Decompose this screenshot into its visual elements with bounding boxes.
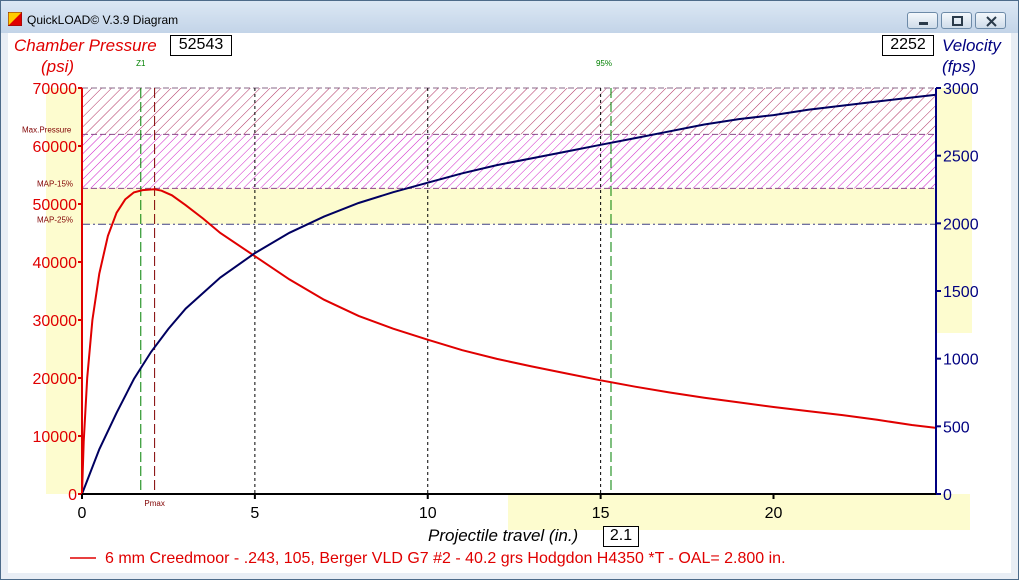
y-right-label: Velocity	[942, 36, 1001, 55]
y-left-unit: (psi)	[41, 57, 75, 76]
window-title: QuickLOAD© V.3.9 Diagram	[27, 13, 179, 27]
pressure-velocity-chart: 0100002000030000400005000060000700000500…	[22, 59, 979, 530]
velocity-curve	[81, 93, 937, 495]
y-right-tick-label: 0	[943, 487, 952, 504]
restore-icon	[952, 16, 963, 26]
map-zone	[82, 134, 936, 189]
close-icon	[986, 16, 997, 27]
map-15-label: MAP-15%	[37, 179, 73, 188]
x-tick-label: 5	[250, 505, 259, 522]
diagram-area: 0 10000 20000 30000 40000 50000 60000 70000 0 500…	[8, 33, 1011, 573]
title-bar[interactable]: QuickLOAD© V.3.9 Diagram	[1, 1, 1018, 33]
legend-text: 6 mm Creedmoor - .243, 105, Berger VLD G…	[105, 550, 786, 567]
over-max-pressure-zone	[82, 88, 936, 135]
pressure-curve	[81, 188, 937, 495]
y-right-tick-label: 2500	[943, 149, 979, 166]
z1-label: Z1	[136, 59, 146, 68]
max-pressure-label: Max.Pressure	[22, 125, 72, 134]
y-right-tick-label: 1000	[943, 352, 979, 369]
pmax-label: Pmax	[144, 499, 164, 508]
minimize-button[interactable]	[907, 12, 938, 29]
minimize-icon	[919, 22, 928, 25]
y-right-tick-label: 3000	[943, 81, 979, 98]
y-left-tick-label: 60000	[33, 139, 78, 156]
pct95-label: 95%	[596, 59, 612, 68]
y-left-tick-label: 50000	[33, 197, 78, 214]
map-band	[82, 188, 936, 225]
x-tick-label: 0	[78, 505, 87, 522]
x-axis-label: Projectile travel (in.)	[428, 526, 579, 545]
y-right-tick-label: 1500	[943, 284, 979, 301]
x-tick-label: 15	[592, 505, 610, 522]
y-left-tick-label: 0	[68, 487, 77, 504]
y-left-tick-label: 40000	[33, 255, 78, 272]
app-icon	[8, 12, 22, 26]
y-left-tick-label: 70000	[33, 81, 78, 98]
y-left-tick-label: 10000	[33, 429, 78, 446]
max-velocity-readout: 2252	[882, 35, 934, 56]
x-tick-label: 20	[765, 505, 783, 522]
y-right-tick-label: 500	[943, 419, 970, 436]
travel-readout: 2.1	[603, 526, 639, 547]
y-left-tick-label: 30000	[33, 313, 78, 330]
x-tick-label: 10	[419, 505, 437, 522]
legend-swatch	[70, 557, 96, 559]
x-axis-band	[508, 494, 970, 530]
y-right-tick-label: 2000	[943, 216, 979, 233]
left-axis-band	[46, 88, 82, 494]
close-button[interactable]	[975, 12, 1006, 29]
y-right-unit: (fps)	[942, 57, 976, 76]
restore-button[interactable]	[941, 12, 972, 29]
max-pressure-readout: 52543	[170, 35, 232, 56]
map-25-label: MAP-25%	[37, 215, 73, 224]
right-axis-band	[936, 88, 972, 333]
y-left-label: Chamber Pressure	[14, 36, 157, 55]
y-left-tick-label: 20000	[33, 371, 78, 388]
